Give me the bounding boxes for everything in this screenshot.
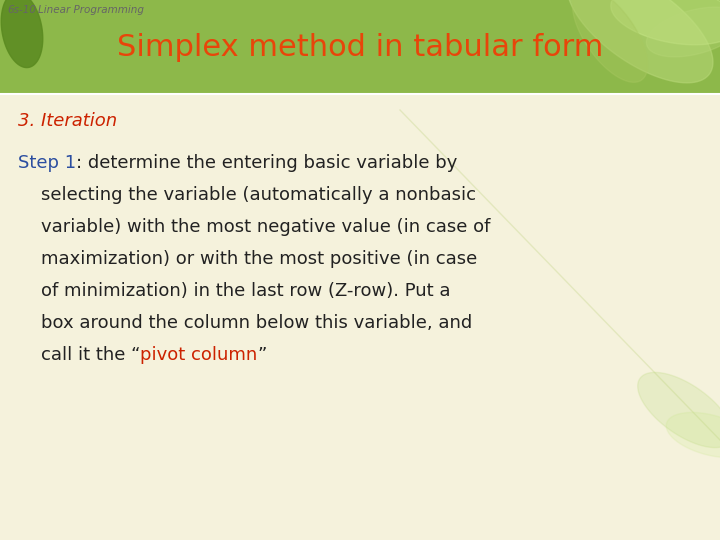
Text: of minimization) in the last row (Z-row). Put a: of minimization) in the last row (Z-row)… [18,282,451,300]
Text: variable) with the most negative value (in case of: variable) with the most negative value (… [18,218,490,236]
Text: maximization) or with the most positive (in case: maximization) or with the most positive … [18,250,477,268]
Text: Step 1: Step 1 [18,154,76,172]
Polygon shape [666,413,720,457]
Text: Linear Programming: Linear Programming [38,5,144,15]
Text: ”: ” [258,346,267,364]
Text: : determine the entering basic variable by: : determine the entering basic variable … [76,154,457,172]
Text: selecting the variable (automatically a nonbasic: selecting the variable (automatically a … [18,186,476,204]
Polygon shape [611,0,720,45]
Polygon shape [572,0,647,82]
Polygon shape [1,0,42,68]
Bar [0,0,720,94]
Polygon shape [638,373,720,448]
Text: 6s-10: 6s-10 [7,5,36,15]
Text: pivot column: pivot column [140,346,258,364]
Text: call it the “: call it the “ [18,346,140,364]
Text: 3. Iteration: 3. Iteration [18,112,117,130]
Polygon shape [567,0,713,83]
Text: box around the column below this variable, and: box around the column below this variabl… [18,314,472,332]
Text: Simplex method in tabular form: Simplex method in tabular form [117,32,603,62]
Polygon shape [647,7,720,57]
